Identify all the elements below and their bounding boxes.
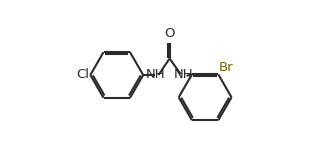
Text: O: O (164, 27, 175, 40)
Text: NH: NH (174, 69, 193, 81)
Text: Cl: Cl (77, 69, 90, 81)
Text: NH: NH (146, 69, 165, 81)
Text: Br: Br (219, 61, 234, 74)
